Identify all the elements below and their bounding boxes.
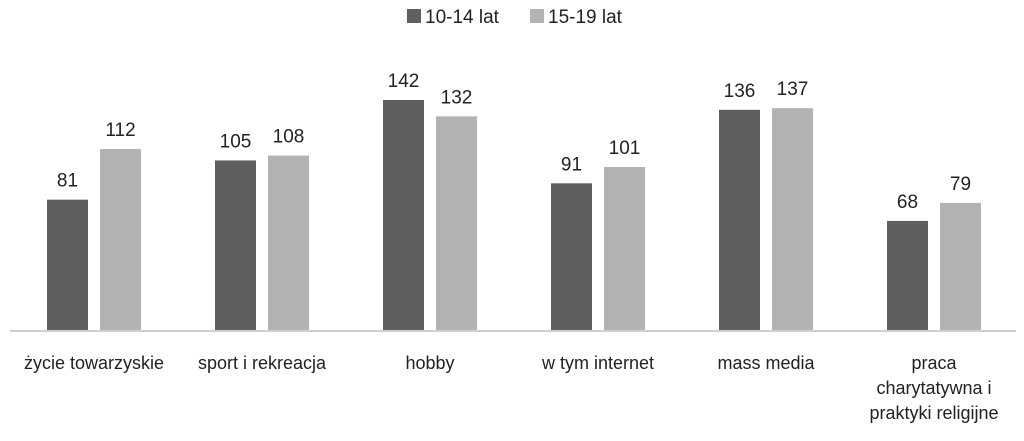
category-label-2: sport i rekreacja bbox=[198, 353, 327, 373]
legend-label-series-2: 15-19 lat bbox=[548, 7, 623, 28]
bar-2-5 bbox=[770, 106, 815, 332]
legend-swatch-series-1 bbox=[407, 9, 421, 23]
value-label-2-2: 108 bbox=[273, 127, 305, 148]
category-label-1: życie towarzyskie bbox=[24, 353, 164, 373]
legend-label-series-1: 10-14 lat bbox=[425, 7, 500, 28]
value-labels-group: 81 112 105 108 142 132 91 101 136 137 68 79 bbox=[57, 71, 971, 213]
value-label-2-5: 137 bbox=[777, 79, 809, 100]
bar-2-6 bbox=[938, 200, 983, 332]
value-label-2-3: 132 bbox=[441, 87, 473, 108]
bar-1-5 bbox=[717, 107, 762, 333]
category-label-5: mass media bbox=[717, 353, 815, 373]
bar-2-3 bbox=[434, 114, 479, 332]
bar-2-2 bbox=[266, 153, 311, 332]
value-label-1-3: 142 bbox=[388, 71, 420, 92]
category-label-6-line-1: praca bbox=[911, 353, 957, 373]
bar-1-3 bbox=[381, 98, 426, 332]
value-label-1-4: 91 bbox=[561, 154, 582, 175]
value-label-2-1: 112 bbox=[105, 120, 135, 141]
bar-1-6 bbox=[885, 218, 930, 333]
bar-1-4 bbox=[549, 181, 594, 332]
value-label-1-5: 136 bbox=[724, 81, 756, 102]
value-label-1-6: 68 bbox=[897, 192, 918, 213]
value-label-2-6: 79 bbox=[950, 174, 971, 195]
bar-2-1 bbox=[98, 147, 143, 332]
bar-1-1 bbox=[45, 197, 90, 332]
bar-2-4 bbox=[602, 164, 647, 332]
category-label-4: w tym internet bbox=[541, 353, 654, 373]
value-label-1-2: 105 bbox=[220, 131, 252, 152]
category-labels-group: życie towarzyskie sport i rekreacja hobby w… bbox=[24, 353, 999, 423]
category-label-6-line-3: praktyki religijne bbox=[869, 403, 998, 423]
legend-swatch-series-2 bbox=[530, 9, 544, 23]
category-label-3: hobby bbox=[405, 353, 454, 373]
bar-1-2 bbox=[213, 158, 258, 332]
value-label-1-1: 81 bbox=[57, 171, 78, 192]
category-label-6-line-2: charytatywna i bbox=[876, 378, 991, 398]
legend: 10-14 lat 15-19 lat bbox=[407, 7, 623, 28]
bars-group bbox=[45, 98, 983, 333]
value-label-2-4: 101 bbox=[609, 138, 641, 159]
